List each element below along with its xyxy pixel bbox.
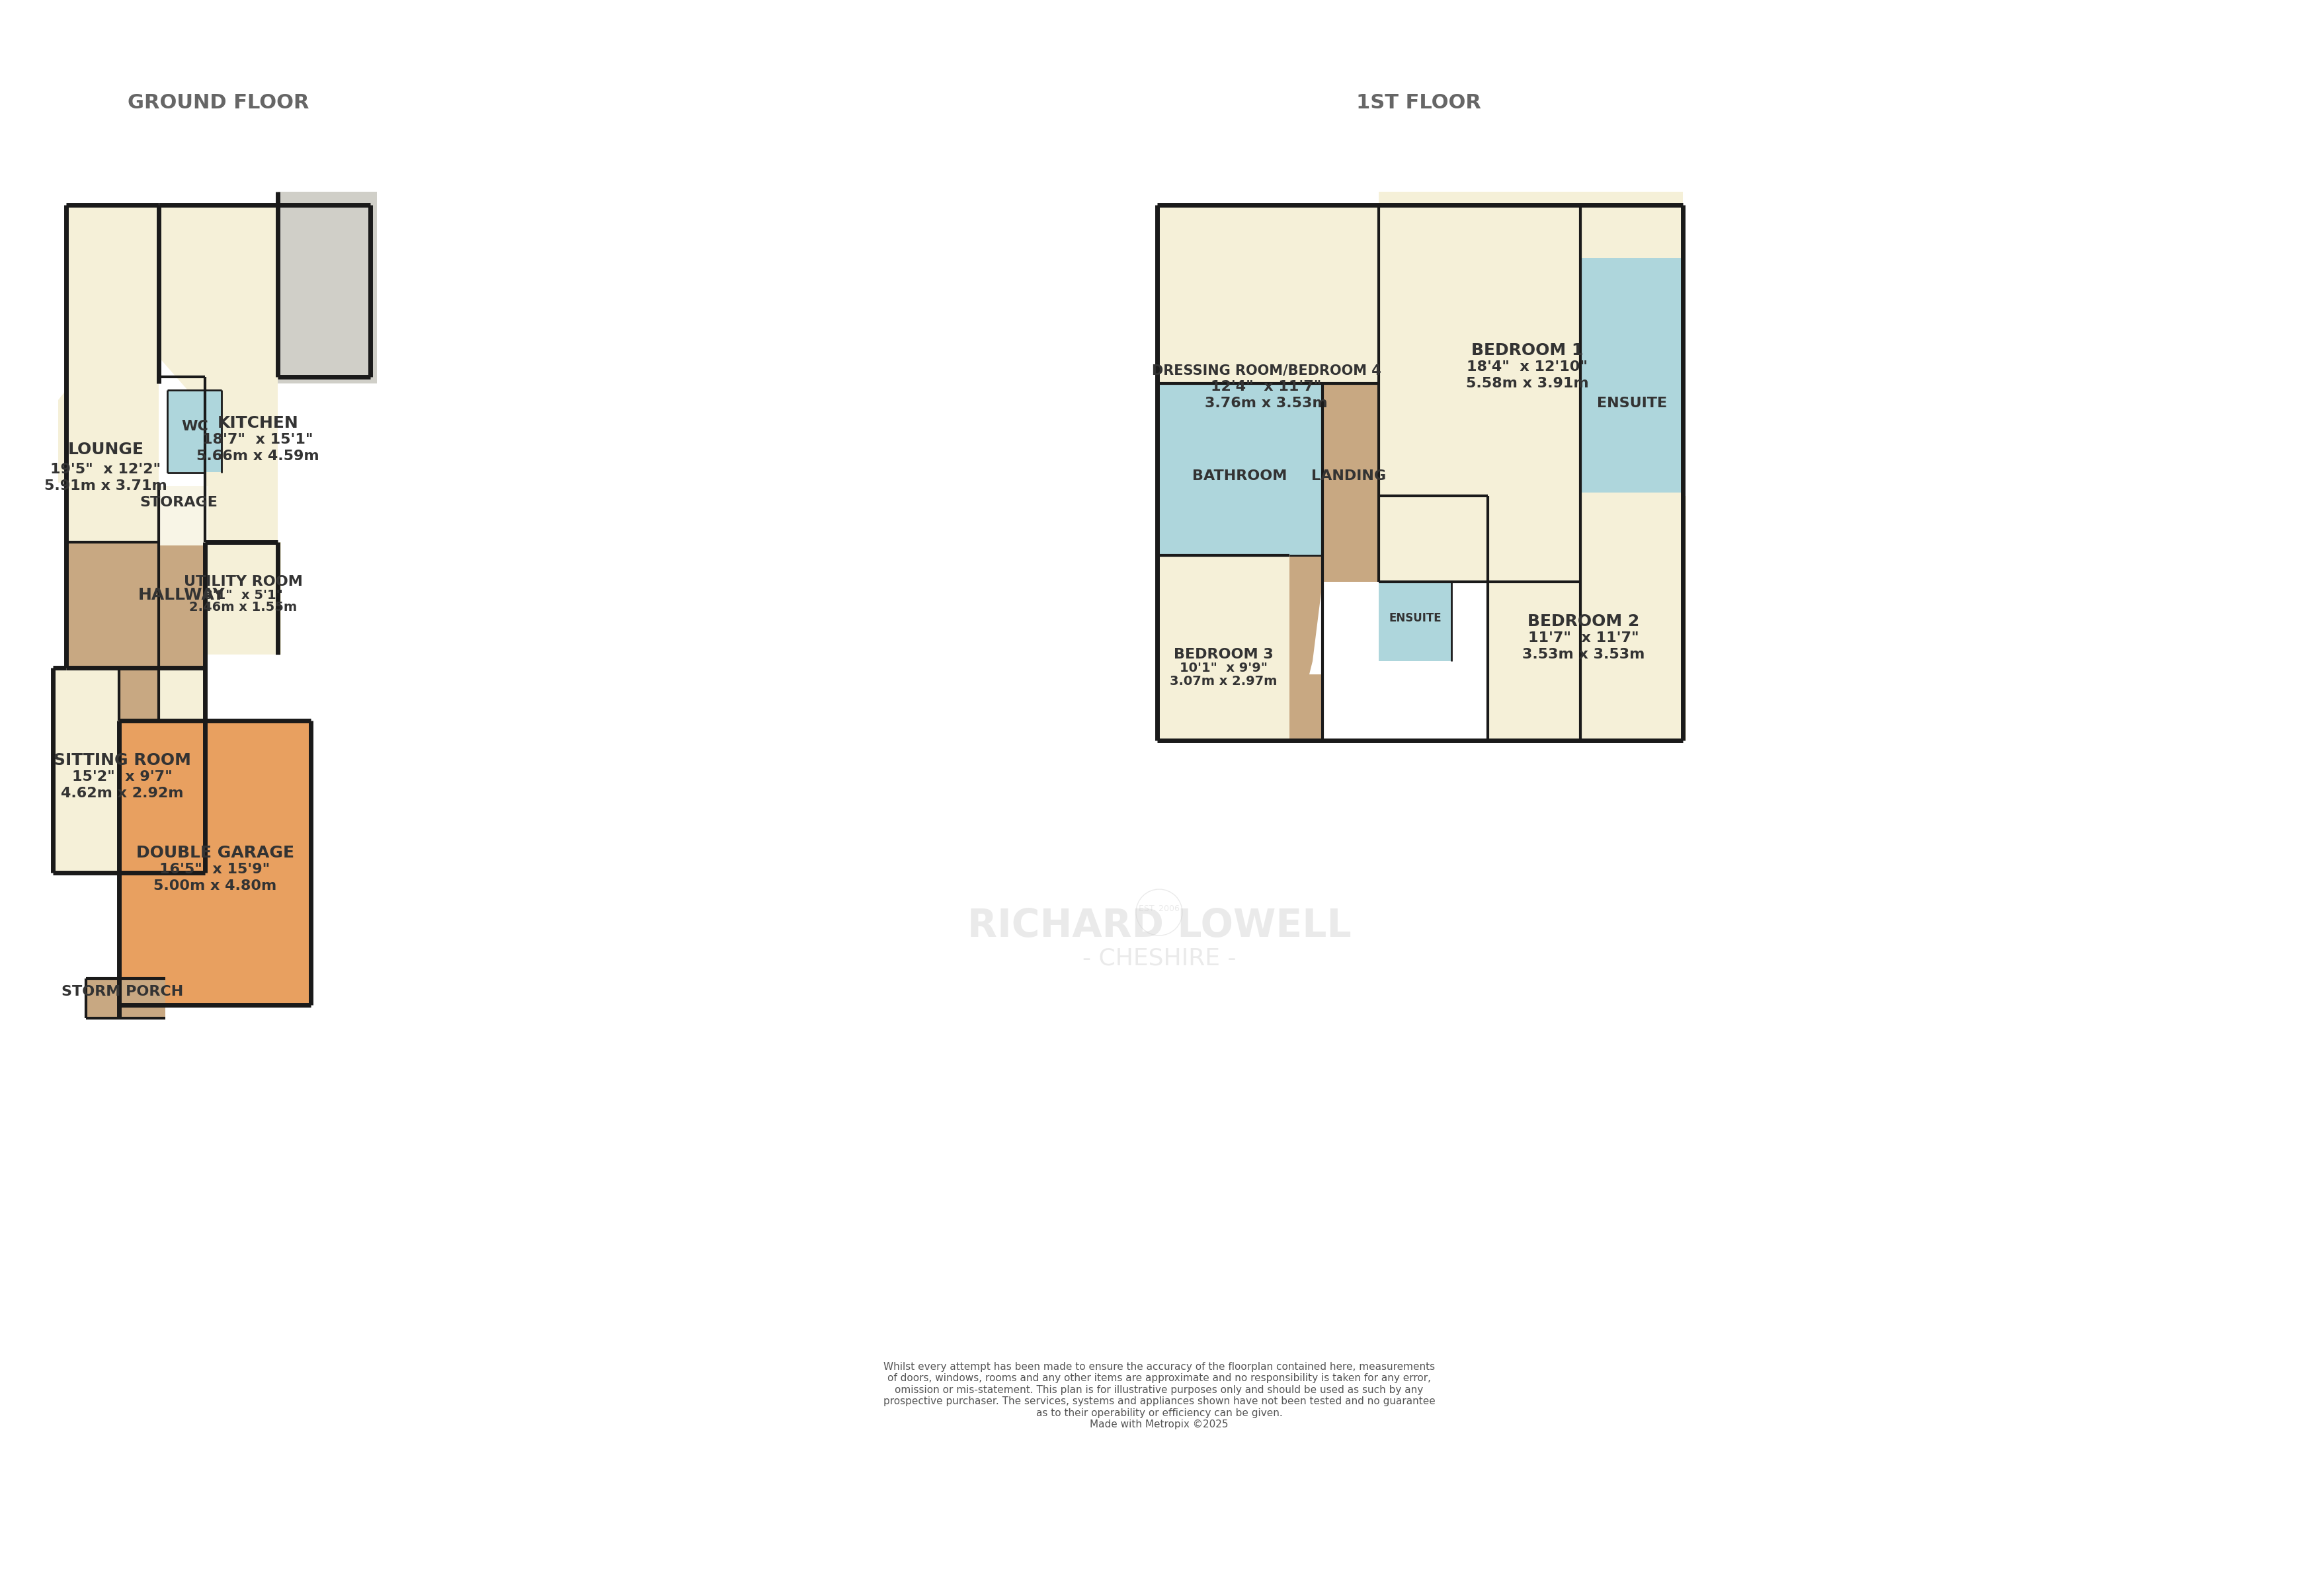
Polygon shape (1157, 204, 1380, 555)
Text: 3.53m x 3.53m: 3.53m x 3.53m (1521, 648, 1644, 661)
Text: BEDROOM 2: BEDROOM 2 (1528, 613, 1640, 629)
Text: RICHARD LOWELL: RICHARD LOWELL (967, 907, 1352, 945)
Text: 3.07m x 2.97m: 3.07m x 2.97m (1169, 675, 1278, 688)
Text: 15'2"  x 9'7": 15'2" x 9'7" (72, 771, 172, 784)
Bar (204, 543, 281, 654)
Bar (53, 667, 204, 873)
Text: 18'4"  x 12'10": 18'4" x 12'10" (1468, 361, 1589, 373)
Bar (1579, 259, 1684, 493)
Text: DOUBLE GARAGE: DOUBLE GARAGE (137, 844, 295, 860)
Text: 18'7"  x 15'1": 18'7" x 15'1" (202, 433, 313, 447)
Text: LANDING: LANDING (1313, 469, 1387, 482)
Text: Whilst every attempt has been made to ensure the accuracy of the floorplan conta: Whilst every attempt has been made to en… (884, 1361, 1435, 1430)
Text: 19'5"  x 12'2": 19'5" x 12'2" (51, 463, 160, 476)
Bar (167, 391, 223, 472)
Text: UTILITY ROOM: UTILITY ROOM (183, 575, 304, 589)
Text: BEDROOM 1: BEDROOM 1 (1473, 343, 1584, 359)
Polygon shape (1289, 383, 1380, 741)
Bar (1380, 192, 1684, 583)
Text: 10'1"  x 9'9": 10'1" x 9'9" (1180, 661, 1266, 674)
Text: 2.46m x 1.55m: 2.46m x 1.55m (190, 600, 297, 613)
Polygon shape (158, 204, 371, 543)
Polygon shape (67, 543, 204, 721)
Bar (1380, 583, 1452, 661)
Bar (158, 485, 209, 546)
Text: ENSUITE: ENSUITE (1389, 613, 1442, 624)
Text: GROUND FLOOR: GROUND FLOOR (128, 93, 308, 112)
Text: SITTING ROOM: SITTING ROOM (53, 752, 190, 768)
Text: 11'7"  x 11'7": 11'7" x 11'7" (1528, 632, 1640, 645)
Text: ENSUITE: ENSUITE (1598, 397, 1667, 410)
Text: 5.58m x 3.91m: 5.58m x 3.91m (1466, 377, 1589, 389)
Text: 5.91m x 3.71m: 5.91m x 3.71m (44, 479, 167, 493)
Text: 12'4"  x 11'7": 12'4" x 11'7" (1211, 380, 1322, 393)
Text: 8'1"  x 5'1": 8'1" x 5'1" (204, 589, 283, 602)
Text: LOUNGE: LOUNGE (67, 442, 144, 458)
Text: BEDROOM 3: BEDROOM 3 (1173, 648, 1273, 661)
Bar (118, 721, 311, 1005)
Text: KITCHEN: KITCHEN (218, 415, 299, 431)
Text: DRESSING ROOM/BEDROOM 4: DRESSING ROOM/BEDROOM 4 (1153, 364, 1380, 377)
Bar (86, 978, 165, 1018)
Text: HALLWAY: HALLWAY (139, 587, 225, 603)
Text: 5.00m x 4.80m: 5.00m x 4.80m (153, 879, 276, 892)
Text: STORM PORCH: STORM PORCH (60, 985, 183, 999)
Text: EST. 2006: EST. 2006 (1139, 905, 1180, 913)
Bar (1157, 555, 1289, 741)
Bar (278, 192, 378, 383)
Text: BATHROOM: BATHROOM (1192, 469, 1287, 482)
Polygon shape (58, 204, 204, 667)
Text: STORAGE: STORAGE (139, 496, 218, 509)
Text: 5.66m x 4.59m: 5.66m x 4.59m (197, 450, 320, 463)
Text: 4.62m x 2.92m: 4.62m x 2.92m (60, 787, 183, 800)
Text: 1ST FLOOR: 1ST FLOOR (1357, 93, 1482, 112)
Text: - CHESHIRE -: - CHESHIRE - (1083, 948, 1236, 970)
Bar (1489, 496, 1686, 741)
Polygon shape (1157, 383, 1322, 555)
Text: 16'5"  x 15'9": 16'5" x 15'9" (160, 863, 271, 876)
Text: 3.76m x 3.53m: 3.76m x 3.53m (1206, 397, 1329, 410)
Text: WC: WC (181, 420, 209, 433)
